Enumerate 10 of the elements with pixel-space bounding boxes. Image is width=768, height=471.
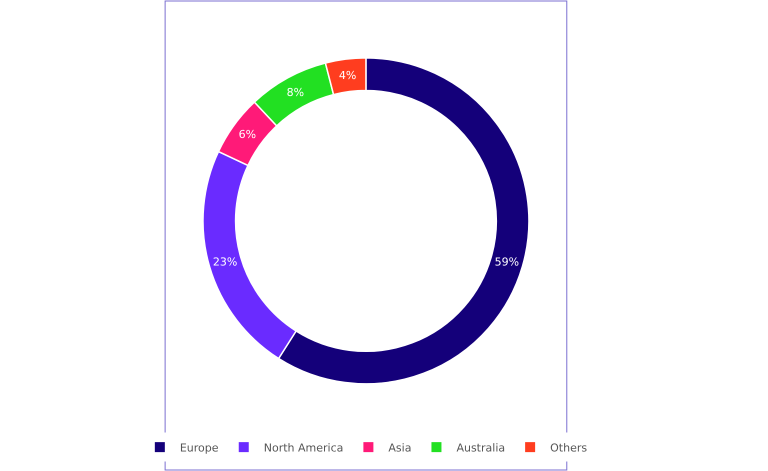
data-label: 6% — [238, 128, 256, 142]
legend-label: Europe — [180, 441, 219, 454]
legend-label: Australia — [456, 441, 506, 454]
data-label: 59% — [494, 255, 520, 268]
legend-label: North America — [264, 441, 344, 454]
data-label: 23% — [212, 255, 238, 268]
data-label: 4% — [338, 68, 356, 82]
data-label: 8% — [286, 86, 304, 99]
legend-label: Asia — [388, 441, 412, 454]
legend-label: Others — [550, 441, 588, 454]
